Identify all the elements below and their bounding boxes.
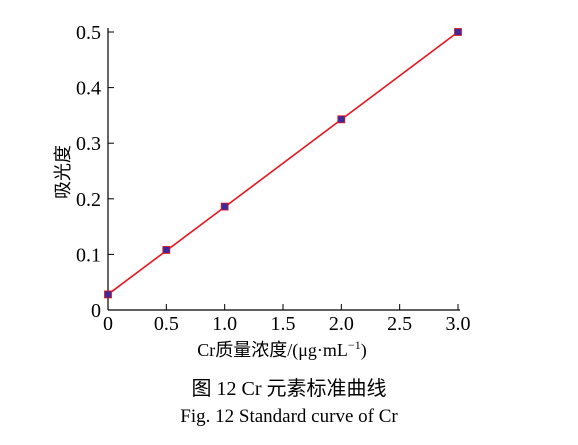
x-tick-label: 1.0: [212, 313, 237, 335]
data-point: [104, 290, 112, 299]
figure-caption-cn: 图 12 Cr 元素标准曲线: [191, 378, 387, 400]
x-tick-label: 2.0: [329, 313, 354, 335]
y-tick-label: 0.5: [76, 22, 101, 44]
y-tick-label: 0.2: [76, 189, 101, 211]
x-tick-label: 1.5: [271, 313, 296, 335]
y-tick-label: 0: [91, 300, 101, 322]
y-tick-label: 0.4: [76, 78, 101, 100]
data-point: [220, 202, 229, 211]
data-point: [337, 115, 346, 124]
x-tick-label: 0: [103, 313, 113, 335]
data-point: [162, 246, 171, 254]
plot-area: 0 0.5 1.0 1.5 2.0 2.5 3.0 0 0.1 0.2 0.3 0.4 0.5: [76, 22, 471, 335]
x-axis-title: Cr质量浓度/(μg·mL−1): [197, 338, 366, 361]
x-tick-label: 0.5: [154, 313, 179, 335]
x-tick-label: 3.0: [446, 313, 471, 335]
y-tick-label: 0.1: [76, 244, 101, 266]
data-point: [454, 28, 462, 36]
y-tick-label: 0.3: [76, 133, 101, 155]
fit-line: [107, 31, 459, 296]
y-axis-title: 吸光度: [53, 145, 73, 199]
figure-caption-en: Fig. 12 Standard curve of Cr: [180, 406, 398, 427]
x-tick-label: 2.5: [387, 313, 412, 335]
